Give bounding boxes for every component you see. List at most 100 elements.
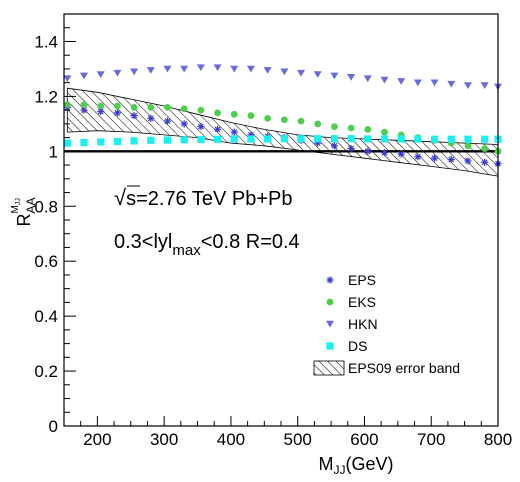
- eks-point: [80, 101, 88, 109]
- svg-text:RAAMJJ: RAAMJJ: [10, 197, 38, 226]
- ds-point: [280, 135, 288, 143]
- eks-point: [247, 112, 255, 120]
- eks-point: [280, 116, 288, 124]
- eks-point: [230, 110, 238, 118]
- eks-point: [114, 102, 121, 110]
- legend-marker-hkn: [326, 320, 334, 328]
- hkn-point: [63, 75, 72, 83]
- ds-point: [380, 135, 389, 143]
- eks-point: [214, 109, 221, 117]
- eks-point: [264, 114, 272, 122]
- eks-point: [63, 101, 71, 109]
- x-tick-label: 200: [83, 430, 111, 449]
- error-band: [66, 87, 499, 177]
- ds-point: [180, 136, 188, 144]
- hkn-point: [330, 72, 339, 80]
- y-axis-title: RAAMJJ: [10, 197, 38, 226]
- x-tick-label: 300: [150, 430, 178, 449]
- ds-point: [314, 135, 322, 143]
- legend-label-band: EPS09 error band: [348, 360, 460, 376]
- eks-point: [381, 128, 388, 136]
- eks-point: [180, 105, 188, 113]
- eps-point: [481, 158, 489, 166]
- hkn-point: [146, 67, 155, 74]
- y-tick-label: 0.8: [34, 197, 58, 216]
- ds-point: [430, 135, 439, 143]
- x-tick-label: 700: [417, 430, 445, 449]
- ds-point: [447, 135, 455, 143]
- eks-point: [147, 103, 155, 111]
- ds-point: [113, 137, 122, 146]
- eps-point: [397, 150, 405, 158]
- eks-point: [97, 102, 105, 110]
- ds-point: [163, 136, 172, 144]
- eps-point: [347, 144, 355, 153]
- hkn-point: [230, 65, 239, 73]
- ds-point: [347, 135, 355, 143]
- eks-point: [481, 145, 489, 152]
- eks-point: [197, 106, 205, 114]
- eks-point: [331, 123, 338, 131]
- annotation-rapidity: 0.3<lylmax<0.8 R=0.4: [114, 231, 300, 259]
- ds-point: [130, 137, 138, 145]
- ds-point: [464, 135, 472, 143]
- hkn-point: [397, 78, 406, 85]
- eps-point: [180, 120, 188, 128]
- eks-point: [164, 103, 171, 111]
- hkn-point: [313, 71, 322, 79]
- eps-point: [430, 154, 439, 162]
- eps-point: [414, 153, 422, 161]
- ds-point: [247, 135, 255, 143]
- hkn-point: [280, 68, 289, 76]
- x-tick-label: 600: [350, 430, 378, 449]
- eps-point: [464, 157, 472, 165]
- ds-point: [364, 135, 372, 143]
- annotation-energy: √s=2.76 TeV Pb+Pb: [114, 185, 293, 210]
- ds-point: [230, 135, 238, 143]
- hkn-point: [80, 72, 89, 80]
- hkn-point: [246, 65, 255, 73]
- ds-point: [197, 135, 205, 144]
- ds-point: [213, 135, 222, 143]
- eps-point: [197, 123, 205, 131]
- eps-point: [130, 112, 138, 120]
- eks-point: [364, 125, 372, 133]
- legend-label-ds: DS: [348, 338, 367, 354]
- hkn-point: [196, 64, 205, 72]
- eks-point: [464, 142, 472, 150]
- ds-point: [330, 135, 339, 143]
- hkn-point: [447, 80, 456, 88]
- eks-point: [130, 103, 138, 111]
- hkn-point: [213, 64, 222, 72]
- y-tick-label: 0.6: [34, 252, 58, 271]
- hkn-point: [180, 65, 189, 73]
- ds-point: [397, 135, 405, 143]
- legend: EPS EKS HKN DS EPS09 error band: [313, 272, 460, 376]
- hkn-point: [163, 65, 172, 73]
- hkn-point: [463, 82, 472, 90]
- legend-marker-band: [313, 360, 345, 376]
- series-hkn: [63, 64, 502, 91]
- hkn-point: [96, 71, 105, 79]
- hkn-point: [363, 75, 372, 83]
- y-tick-label: 1: [49, 142, 58, 161]
- eps-point: [213, 125, 222, 133]
- eps-point: [447, 155, 455, 164]
- hkn-point: [263, 67, 272, 74]
- y-ticks: 0 0.2 0.4 0.6 0.8 1 1.2 1.4: [34, 13, 76, 436]
- x-tick-label: 500: [284, 430, 312, 449]
- y-tick-label: 1.4: [34, 32, 58, 51]
- eks-point: [347, 124, 355, 132]
- eps-point: [147, 114, 155, 122]
- legend-label-hkn: HKN: [348, 316, 378, 332]
- y-tick-label: 0.4: [34, 307, 58, 326]
- hkn-point: [480, 82, 489, 90]
- y-tick-label: 0.2: [34, 362, 58, 381]
- ds-point: [147, 136, 155, 144]
- hkn-point: [130, 68, 139, 76]
- ds-point: [63, 139, 71, 147]
- legend-label-eks: EKS: [348, 294, 376, 310]
- eps-point: [330, 142, 339, 150]
- series-layer: [63, 64, 502, 168]
